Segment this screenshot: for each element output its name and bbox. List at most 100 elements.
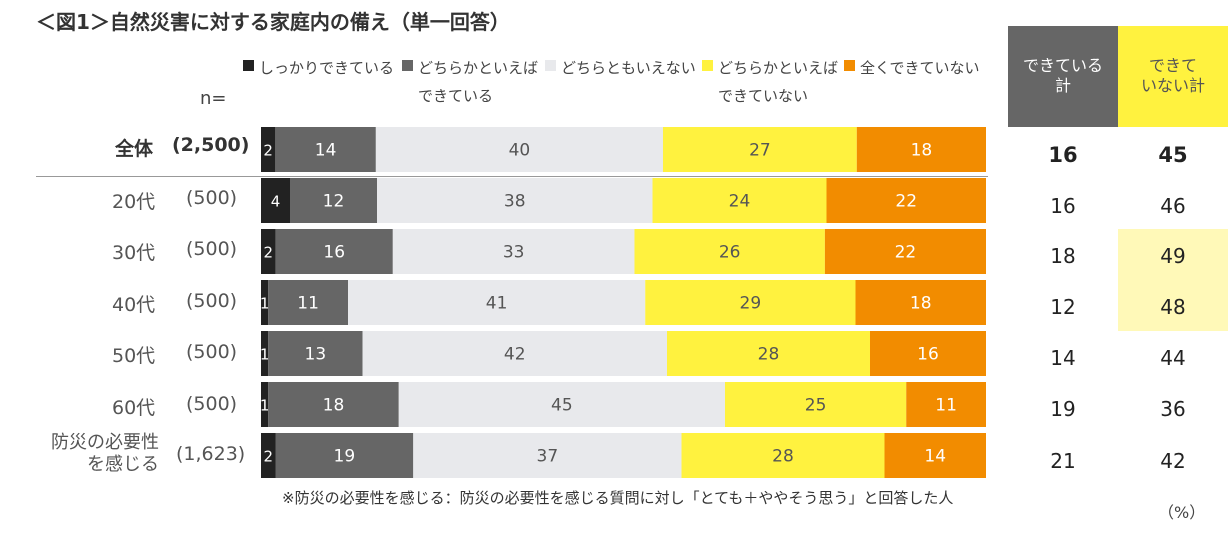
- not-done-total-0: 45: [1158, 143, 1188, 167]
- bar-label-r6-s2: 19: [334, 447, 356, 467]
- footnote: ※防災の必要性を感じる：防災の必要性を感じる質問に対し「とても＋ややそう思う」と…: [282, 489, 954, 507]
- bar-label-r5-s4: 25: [805, 396, 827, 416]
- row-label-60s: 60代: [112, 397, 156, 419]
- bar-label-r3-s1: 1: [260, 295, 270, 313]
- bar-label-r1-s5: 22: [895, 192, 917, 212]
- legend-swatch-s5: [844, 60, 855, 71]
- bar-label-r4-s2: 13: [305, 345, 327, 365]
- bar-label-r4-s1: 1: [260, 346, 270, 364]
- bar-segment-r2-s2: [275, 229, 393, 274]
- chart-title: ＜図1＞自然災害に対する家庭内の備え（単一回答）: [36, 10, 510, 34]
- legend-item-s4: どちらかといえば できていない: [702, 54, 838, 110]
- not-done-total-6: 42: [1160, 449, 1186, 473]
- bar-segment-r4-s4: [667, 331, 870, 376]
- row-n-60s: (500): [186, 393, 238, 415]
- bar-segment-r2-s4: [634, 229, 825, 274]
- bar-segment-r6-s5: [884, 433, 986, 478]
- row-label-total: 全体: [115, 138, 154, 160]
- bar-segment-r5-s2: [268, 382, 399, 427]
- bar-label-r6-s3: 37: [537, 447, 559, 467]
- legend-item-s3: どちらともいえない: [545, 54, 696, 82]
- not-done-total-2: 49: [1160, 244, 1186, 268]
- row-label-30s: 30代: [112, 242, 156, 264]
- done-total-6: 21: [1050, 449, 1076, 473]
- row-n-total: (2,500): [172, 134, 250, 156]
- legend-label-s3: どちらともいえない: [561, 59, 696, 77]
- bar-label-r0-s5: 18: [911, 141, 933, 161]
- bar-label-r5-s5: 11: [935, 396, 957, 416]
- row-n-40s: (500): [186, 290, 238, 312]
- done-total-5: 19: [1050, 397, 1076, 421]
- bar-label-r0-s4: 27: [749, 141, 771, 161]
- bar-label-r3-s4: 29: [740, 294, 762, 314]
- bar-segment-r4-s3: [362, 331, 667, 376]
- legend-item-s5: 全くできていない: [844, 54, 980, 82]
- bar-segment-r2-s1: [261, 229, 276, 274]
- header-done-total: できている 計: [1008, 26, 1118, 127]
- not-done-total-3: 48: [1160, 295, 1186, 319]
- bar-segment-r2-s3: [392, 229, 635, 274]
- bar-label-r6-s5: 14: [924, 447, 946, 467]
- bar-segment-r0-s1: [261, 127, 276, 172]
- bar-segment-r4-s2: [268, 331, 363, 376]
- legend-label-s4: どちらかといえば できていない: [718, 59, 839, 105]
- bar-label-r0-s2: 14: [315, 141, 337, 161]
- bar-segment-r0-s4: [662, 127, 857, 172]
- bar-segment-r1-s1: [261, 178, 290, 223]
- bar-label-r5-s2: 18: [323, 396, 345, 416]
- bar-segment-r3-s5: [855, 280, 986, 325]
- bar-label-r4-s5: 16: [917, 345, 939, 365]
- bar-label-r3-s5: 18: [910, 294, 932, 314]
- bar-label-r6-s4: 28: [772, 447, 794, 467]
- row-label-20s: 20代: [112, 191, 156, 213]
- unit-label: （%）: [1158, 503, 1206, 522]
- not-done-total-4: 44: [1160, 346, 1186, 370]
- bar-label-r1-s4: 24: [729, 192, 751, 212]
- bar-segment-r6-s2: [275, 433, 414, 478]
- legend-swatch-s4: [702, 60, 713, 71]
- bar-label-r5-s3: 45: [551, 396, 573, 416]
- bar-segment-r1-s5: [826, 178, 986, 223]
- bar-segment-r5-s5: [906, 382, 986, 427]
- bar-label-r5-s1: 1: [260, 397, 270, 415]
- legend-item-s1: しっかりできている: [243, 54, 394, 82]
- row-n-20s: (500): [186, 187, 238, 209]
- bar-label-r1-s1: 4: [271, 193, 281, 211]
- bar-label-r0-s1: 2: [263, 142, 273, 160]
- bar-label-r1-s2: 12: [323, 192, 345, 212]
- separator-line: [36, 176, 988, 177]
- bar-segment-r5-s3: [398, 382, 725, 427]
- n-label: n=: [200, 88, 227, 109]
- bar-segment-r0-s2: [275, 127, 376, 172]
- legend-item-s2: どちらかといえば できている: [402, 54, 538, 110]
- not-done-highlight: [1118, 229, 1228, 331]
- bar-segment-r4-s1: [261, 331, 269, 376]
- bar-label-r4-s4: 28: [758, 345, 780, 365]
- legend-label-s2: どちらかといえば できている: [418, 59, 539, 105]
- bar-segment-r0-s5: [856, 127, 986, 172]
- bar-segment-r2-s5: [824, 229, 986, 274]
- legend-label-s5: 全くできていない: [860, 59, 980, 77]
- row-n-50s: (500): [186, 341, 238, 363]
- legend-label-s1: しっかりできている: [259, 59, 395, 77]
- bar-segment-r1-s4: [652, 178, 827, 223]
- bar-label-r2-s5: 22: [895, 243, 917, 263]
- done-total-2: 18: [1050, 244, 1076, 268]
- legend-swatch-s3: [545, 60, 556, 71]
- row-label-need: 防災の必要性 を感じる: [51, 432, 159, 475]
- not-done-total-5: 36: [1160, 397, 1186, 421]
- bar-segment-r1-s3: [377, 178, 653, 223]
- not-done-total-1: 46: [1160, 194, 1186, 218]
- done-total-1: 16: [1050, 194, 1076, 218]
- header-not-done-total: できて いない計: [1118, 26, 1228, 127]
- row-label-40s: 40代: [112, 294, 156, 316]
- bar-label-r3-s2: 11: [297, 294, 319, 314]
- bar-segment-r5-s4: [725, 382, 907, 427]
- bar-segment-r3-s2: [268, 280, 348, 325]
- bar-segment-r6-s3: [413, 433, 682, 478]
- bar-label-r1-s3: 38: [504, 192, 526, 212]
- bar-label-r6-s1: 2: [263, 448, 273, 466]
- bar-segment-r3-s4: [645, 280, 856, 325]
- bar-segment-r5-s1: [261, 382, 269, 427]
- legend-swatch-s1: [243, 60, 254, 71]
